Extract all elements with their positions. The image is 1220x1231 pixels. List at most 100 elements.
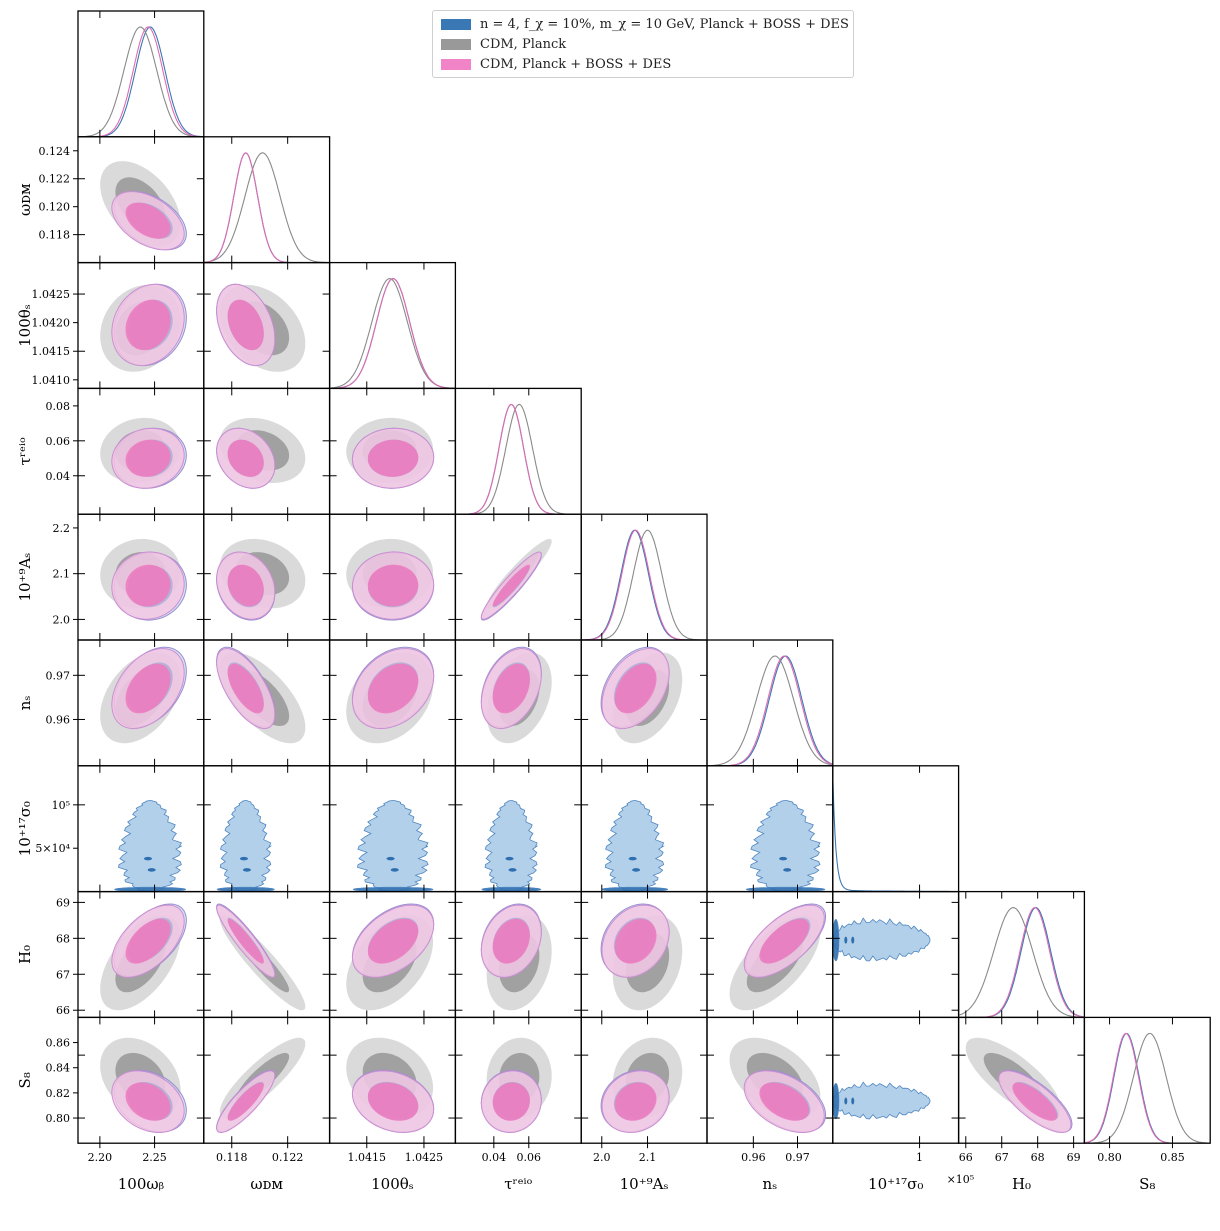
x-tick-label: 0.96 — [741, 1151, 766, 1164]
y-tick-label: 0.120 — [39, 201, 71, 214]
marginal-curve-cdm-combined — [78, 26, 204, 137]
y-axis-label: S₈ — [16, 1072, 34, 1088]
contour-panel-4-0 — [100, 538, 187, 621]
sigma0-island — [783, 868, 792, 872]
y-tick-label: 0.86 — [46, 1037, 71, 1050]
marginal-curve-cdm-planck — [581, 529, 707, 641]
contour-panel-6-2 — [352, 800, 434, 892]
y-tick-label: 0.124 — [39, 145, 71, 158]
contour-panel-8-5 — [729, 1037, 827, 1133]
cdm-combined-contour-68 — [227, 299, 264, 351]
contour-panel-4-2 — [346, 538, 435, 621]
x-tick-label: 66 — [959, 1151, 973, 1164]
contour-panel-5-2 — [346, 646, 435, 744]
contour-panel-5-0 — [100, 646, 187, 744]
marginal-panel-1 — [203, 152, 330, 263]
cdm-combined-contour-68 — [759, 918, 810, 964]
cdm-combined-contour-68 — [614, 918, 657, 964]
cdm-combined-contour-68 — [614, 1082, 657, 1121]
x-axis-label: nₛ — [763, 1175, 778, 1193]
marginal-curve-cdm-combined — [1084, 1032, 1211, 1144]
y-tick-label: 5×10⁴ — [35, 842, 70, 855]
sigma0-contour-95 — [219, 800, 272, 892]
marginal-curve-cdm-combined — [581, 529, 707, 641]
marginal-curve-cdm-planck — [78, 26, 204, 137]
contour-panel-5-4 — [600, 646, 683, 744]
cdm-combined-contour-68 — [125, 564, 171, 607]
y-tick-label: 1.0420 — [32, 317, 71, 330]
cdm-combined-contour-68 — [125, 663, 171, 714]
sigma0-island — [508, 868, 517, 872]
x-tick-label: 0.118 — [216, 1151, 248, 1164]
y-tick-label: 0.97 — [46, 669, 71, 682]
marginal-panel-4 — [581, 529, 707, 641]
cdm-combined-contour-68 — [125, 439, 171, 477]
sigma0-island — [844, 936, 848, 944]
sigma0-contour-95 — [357, 800, 429, 892]
sigma0-island — [632, 868, 641, 872]
sigma0-contour-68 — [832, 1083, 840, 1120]
cdm-combined-contour-68 — [492, 564, 530, 607]
legend-item-cdm-combined: CDM, Planck + BOSS + DES — [441, 55, 671, 73]
cdm-combined-contour-68 — [227, 564, 264, 607]
legend-label: CDM, Planck — [480, 36, 567, 52]
y-axis-label-group: nₛ — [16, 696, 34, 711]
x-tick-label: 2.20 — [88, 1151, 113, 1164]
y-axis-label: 10⁺¹⁷σ₀ — [16, 801, 34, 856]
cdm-combined-contour-68 — [125, 918, 171, 964]
x-axis-label: 10⁺¹⁷σ₀ — [868, 1175, 923, 1193]
y-tick-label: 1.0410 — [32, 374, 71, 387]
contour-panel-7-3 — [480, 903, 552, 1011]
cdm-combined-contour-68 — [367, 564, 419, 607]
contour-panel-7-6 — [832, 917, 931, 962]
contour-panel-7-0 — [100, 903, 187, 1011]
sigma0-island — [147, 868, 156, 872]
y-axis-label-group: S₈ — [16, 1072, 34, 1088]
y-axis-label-group: 10⁺¹⁷σ₀ — [16, 801, 34, 856]
marginal-curve-cdm-combined — [455, 403, 582, 515]
legend-swatch-gray — [441, 38, 471, 50]
x-tick-label: 0.06 — [517, 1151, 542, 1164]
y-axis-label-group: 100θₛ — [16, 304, 34, 347]
marginal-curve-cdm-planck — [329, 278, 456, 389]
y-tick-label: 0.08 — [46, 400, 71, 413]
contour-panel-4-1 — [216, 538, 306, 621]
y-axis-label: τʳᵉⁱᵒ — [16, 437, 34, 465]
y-tick-label: 0.80 — [46, 1112, 71, 1125]
y-tick-label: 66 — [56, 1004, 70, 1017]
x-tick-label: 0.80 — [1097, 1151, 1122, 1164]
y-axis-label: ωᴅᴍ — [16, 183, 34, 216]
legend-label: n = 4, f_χ = 10%, m_χ = 10 GeV, Planck +… — [480, 16, 849, 32]
marginal-curve-cdm-planck — [707, 655, 833, 766]
cdm-combined-contour-68 — [227, 439, 264, 477]
y-axis-label: H₀ — [16, 945, 34, 964]
marginal-curve-idm — [832, 775, 959, 892]
cdm-combined-contour-68 — [125, 299, 171, 351]
y-tick-label: 1.0425 — [32, 288, 71, 301]
x-axis-label: 10⁺⁹Aₛ — [620, 1175, 669, 1193]
contour-panel-8-6 — [832, 1081, 931, 1120]
marginal-curve-cdm-combined — [329, 278, 456, 389]
y-tick-label: 69 — [56, 896, 70, 909]
sigma0-island — [779, 856, 788, 861]
contour-panel-7-2 — [346, 903, 435, 1011]
y-tick-label: 2.0 — [53, 613, 71, 626]
y-tick-label: 0.84 — [46, 1062, 71, 1075]
sigma0-contour-95 — [484, 800, 539, 892]
x-axis-label: 100ωᵦ — [118, 1175, 164, 1193]
contour-panel-3-1 — [216, 417, 306, 489]
sigma0-island — [628, 856, 637, 861]
contour-panel-8-1 — [216, 1037, 306, 1133]
sigma0-island — [844, 1097, 848, 1105]
sigma0-contour-95 — [832, 1081, 931, 1120]
y-axis-label-group: ωᴅᴍ — [16, 183, 34, 216]
contour-panel-7-5 — [729, 903, 827, 1011]
panel-frame — [832, 1016, 960, 1144]
legend: n = 4, f_χ = 10%, m_χ = 10 GeV, Planck +… — [432, 10, 854, 78]
sigma0-contour-95 — [118, 800, 183, 892]
marginal-panel-2 — [329, 278, 456, 389]
x-axis-label: S₈ — [1139, 1175, 1155, 1193]
cdm-combined-contour-68 — [125, 202, 171, 239]
cdm-combined-contour-68 — [367, 1082, 419, 1121]
marginal-curve-idm — [581, 529, 707, 641]
